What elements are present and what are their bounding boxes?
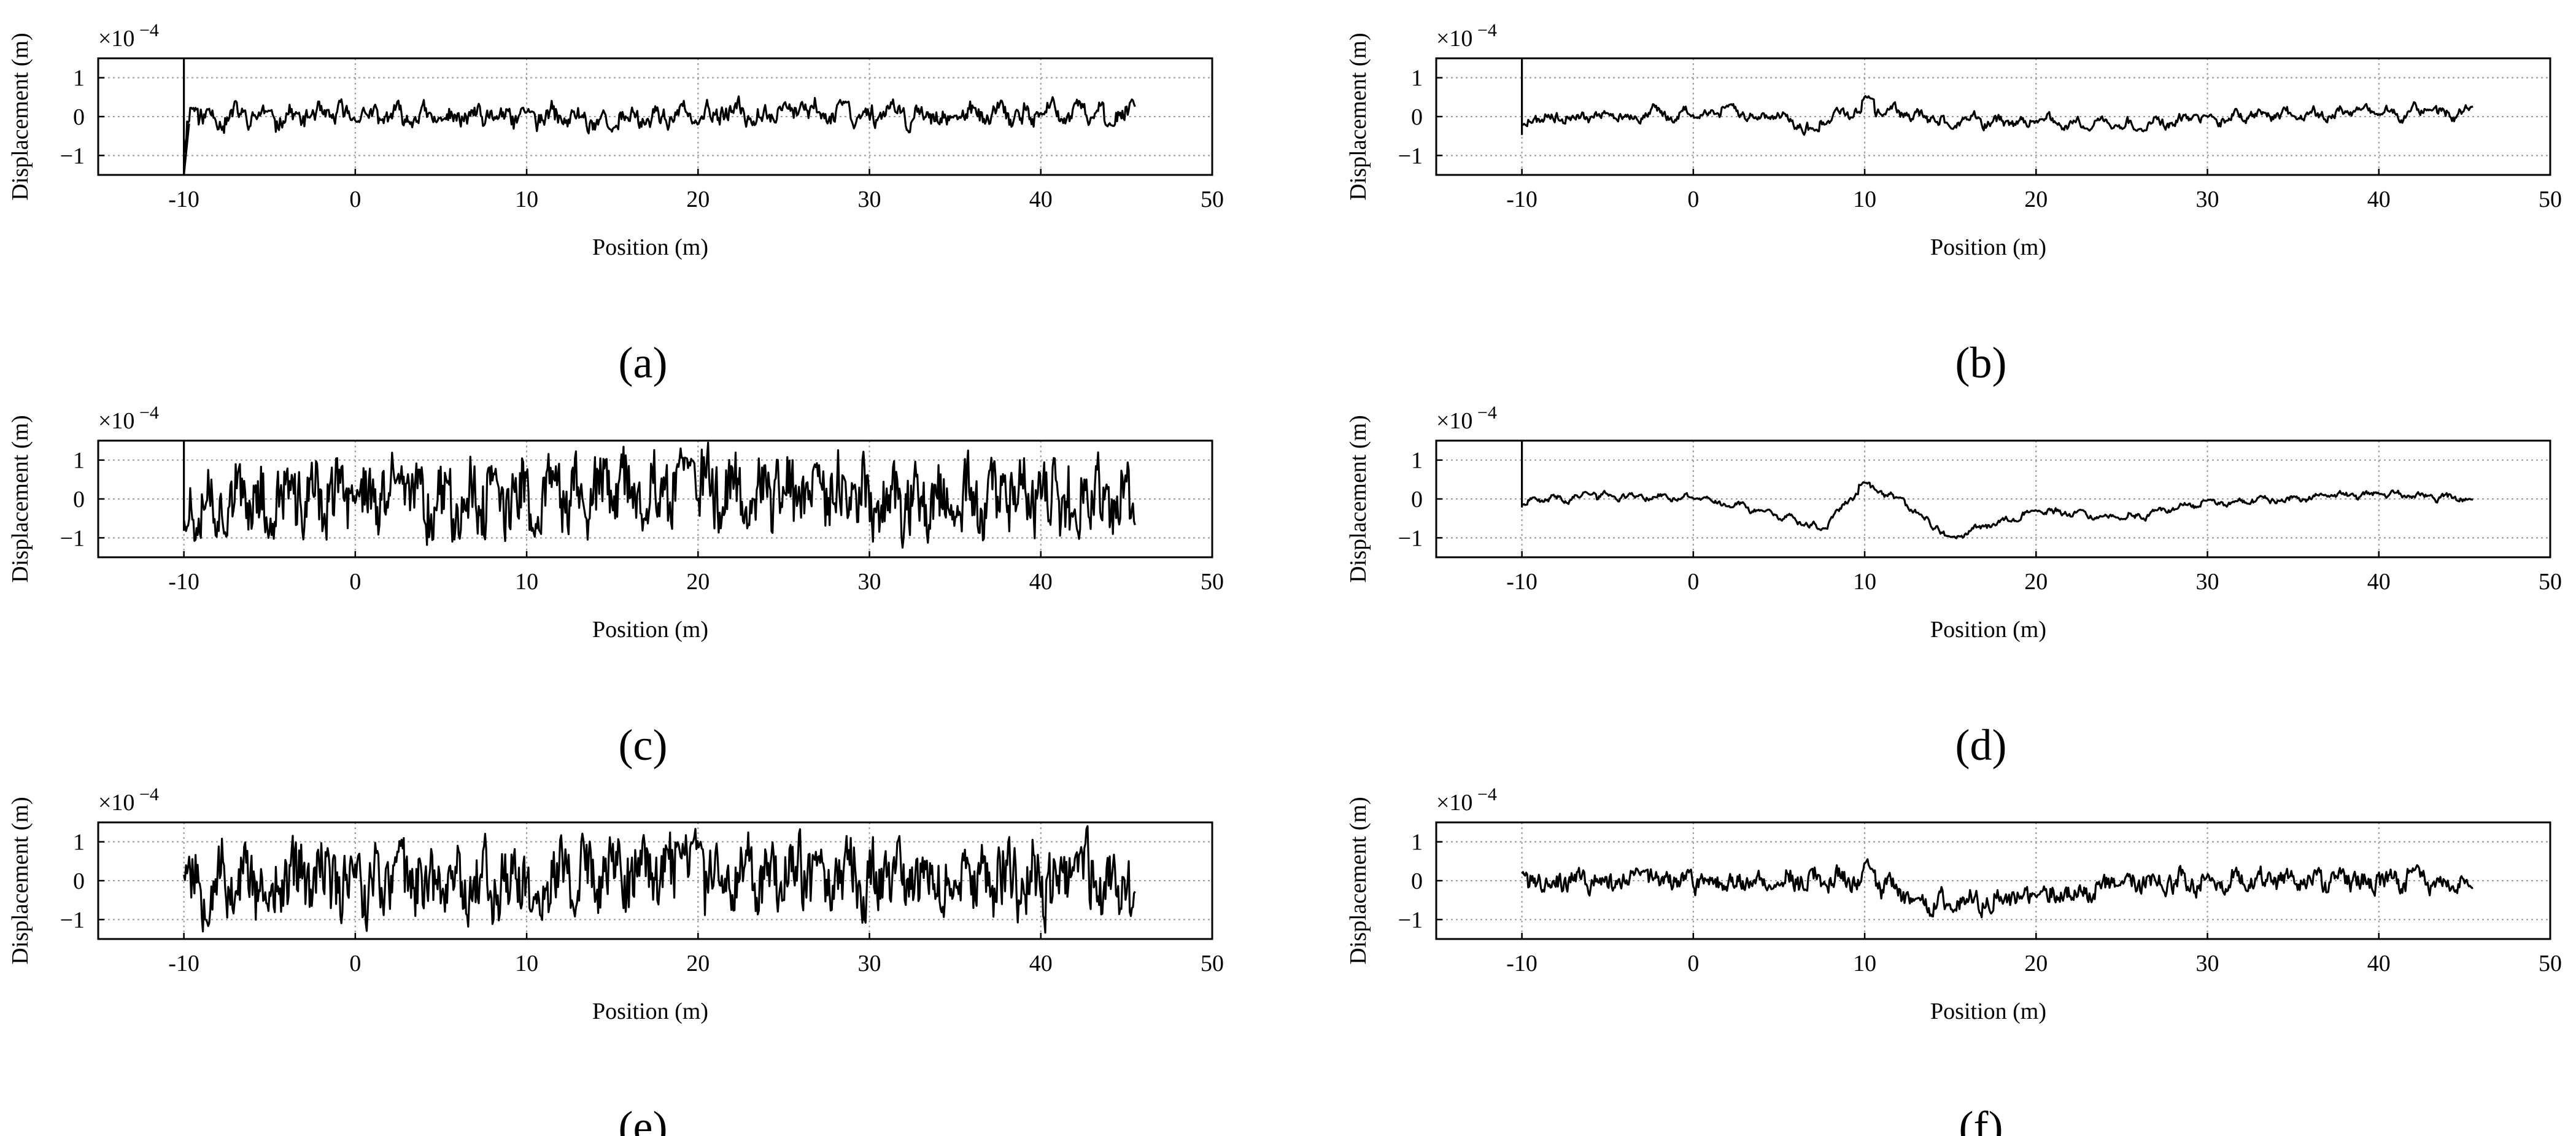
x-tick-label: 0: [349, 187, 361, 212]
x-tick-label: 0: [349, 951, 361, 976]
x-tick-label: 20: [2024, 569, 2048, 595]
y-tick-label: −1: [60, 525, 85, 551]
x-tick-label: 20: [686, 951, 710, 976]
x-tick-label: 20: [686, 569, 710, 595]
y-tick-label: 1: [1411, 66, 1423, 91]
x-tick-label: 10: [1853, 951, 1876, 976]
x-tick-label: 0: [1687, 569, 1699, 595]
x-tick-label: 40: [2367, 569, 2391, 595]
x-tick-label: 0: [349, 569, 361, 595]
x-axis-label: Position (m): [592, 234, 708, 260]
x-tick-label: 10: [515, 569, 538, 595]
y-tick-label: 1: [73, 66, 85, 91]
chart-panel: -10 0 10 20 30 40 50 −1 0 1 ×10 −4 Position (m) Disp…: [1345, 403, 2562, 770]
x-tick-label: 30: [2196, 569, 2219, 595]
y-axis-label: Displacement (m): [1345, 797, 1371, 964]
x-tick-label: 40: [1029, 951, 1053, 976]
x-tick-label: 50: [2539, 951, 2562, 976]
y-scale-exponent: ×10 −4: [98, 20, 159, 52]
x-tick-label: 50: [1201, 569, 1224, 595]
series-line: [1521, 441, 2474, 539]
series-line: [1521, 858, 2474, 919]
x-tick-label: 30: [858, 187, 881, 212]
y-axis-label: Displacement (m): [7, 415, 33, 582]
panel-label: (c): [619, 721, 668, 770]
y-tick-label: 1: [73, 830, 85, 856]
x-tick-label: 0: [1687, 187, 1699, 212]
x-tick-label: 50: [2539, 569, 2562, 595]
y-scale-exponent: ×10 −4: [1436, 784, 1497, 816]
y-tick-label: 0: [1411, 868, 1423, 894]
y-scale-exponent: ×10 −4: [98, 403, 159, 434]
x-axis-label: Position (m): [592, 999, 708, 1024]
y-tick-label: −1: [60, 907, 85, 933]
x-tick-label: 20: [686, 187, 710, 212]
x-tick-label: -10: [1506, 951, 1537, 976]
y-tick-label: 1: [1411, 830, 1423, 856]
x-axis-label: Position (m): [1930, 617, 2046, 643]
y-tick-label: 0: [1411, 487, 1423, 512]
chart-panel: -10 0 10 20 30 40 50 −1 0 1 ×10 −4 Position (m) Disp…: [1345, 20, 2562, 387]
y-scale-exponent: ×10 −4: [98, 784, 159, 816]
y-tick-label: 0: [73, 868, 85, 894]
panel-label: (d): [1955, 721, 2007, 770]
series-line: [183, 58, 1136, 176]
x-tick-label: 0: [1687, 951, 1699, 976]
y-tick-label: −1: [1398, 907, 1423, 933]
y-axis-label: Displacement (m): [7, 33, 33, 200]
chart-panel: -10 0 10 20 30 40 50 −1 0 1 ×10 −4 Position (m) Disp…: [1345, 784, 2562, 1136]
panel-label: (e): [619, 1102, 668, 1136]
y-tick-label: 0: [1411, 104, 1423, 130]
x-tick-label: 50: [1201, 187, 1224, 212]
x-tick-label: 30: [2196, 187, 2219, 212]
y-tick-label: 1: [1411, 448, 1423, 474]
y-tick-label: −1: [1398, 143, 1423, 169]
x-tick-label: 40: [1029, 187, 1053, 212]
x-tick-label: 10: [515, 187, 538, 212]
x-tick-label: -10: [1506, 569, 1537, 595]
x-tick-label: 50: [1201, 951, 1224, 976]
panel-label: (b): [1955, 338, 2007, 387]
y-scale-exponent: ×10 −4: [1436, 403, 1497, 434]
y-axis-label: Displacement (m): [7, 797, 33, 964]
x-tick-label: -10: [168, 569, 199, 595]
x-tick-label: 30: [2196, 951, 2219, 976]
chart-panel: -10 0 10 20 30 40 50 −1 0 1 ×10 −4 Position (m) Disp…: [7, 20, 1224, 387]
x-tick-label: 30: [858, 569, 881, 595]
x-tick-label: 20: [2024, 187, 2048, 212]
x-tick-label: 10: [1853, 187, 1876, 212]
y-tick-label: 1: [73, 448, 85, 474]
y-tick-label: −1: [1398, 525, 1423, 551]
x-axis-label: Position (m): [1930, 999, 2046, 1024]
x-axis-label: Position (m): [1930, 234, 2046, 260]
panel-label: (f): [1959, 1102, 2003, 1136]
x-tick-label: 50: [2539, 187, 2562, 212]
y-axis-label: Displacement (m): [1345, 415, 1371, 582]
x-tick-label: 10: [1853, 569, 1876, 595]
x-axis-label: Position (m): [592, 617, 708, 643]
chart-panel: -10 0 10 20 30 40 50 −1 0 1 ×10 −4 Position (m) Disp…: [7, 784, 1224, 1136]
x-tick-label: 20: [2024, 951, 2048, 976]
y-axis-label: Displacement (m): [1345, 33, 1371, 200]
chart-panel: -10 0 10 20 30 40 50 −1 0 1 ×10 −4 Position (m) Disp…: [7, 403, 1224, 770]
x-tick-label: 40: [2367, 187, 2391, 212]
y-scale-exponent: ×10 −4: [1436, 20, 1497, 52]
series-line: [183, 441, 1136, 549]
x-tick-label: -10: [168, 187, 199, 212]
x-tick-label: 30: [858, 951, 881, 976]
x-tick-label: 40: [2367, 951, 2391, 976]
x-tick-label: -10: [1506, 187, 1537, 212]
panel-label: (a): [619, 338, 668, 387]
series-line: [1521, 58, 2474, 136]
x-tick-label: -10: [168, 951, 199, 976]
x-tick-label: 10: [515, 951, 538, 976]
series-line: [183, 825, 1136, 934]
y-tick-label: −1: [60, 143, 85, 169]
y-tick-label: 0: [73, 487, 85, 512]
x-tick-label: 40: [1029, 569, 1053, 595]
y-tick-label: 0: [73, 104, 85, 130]
